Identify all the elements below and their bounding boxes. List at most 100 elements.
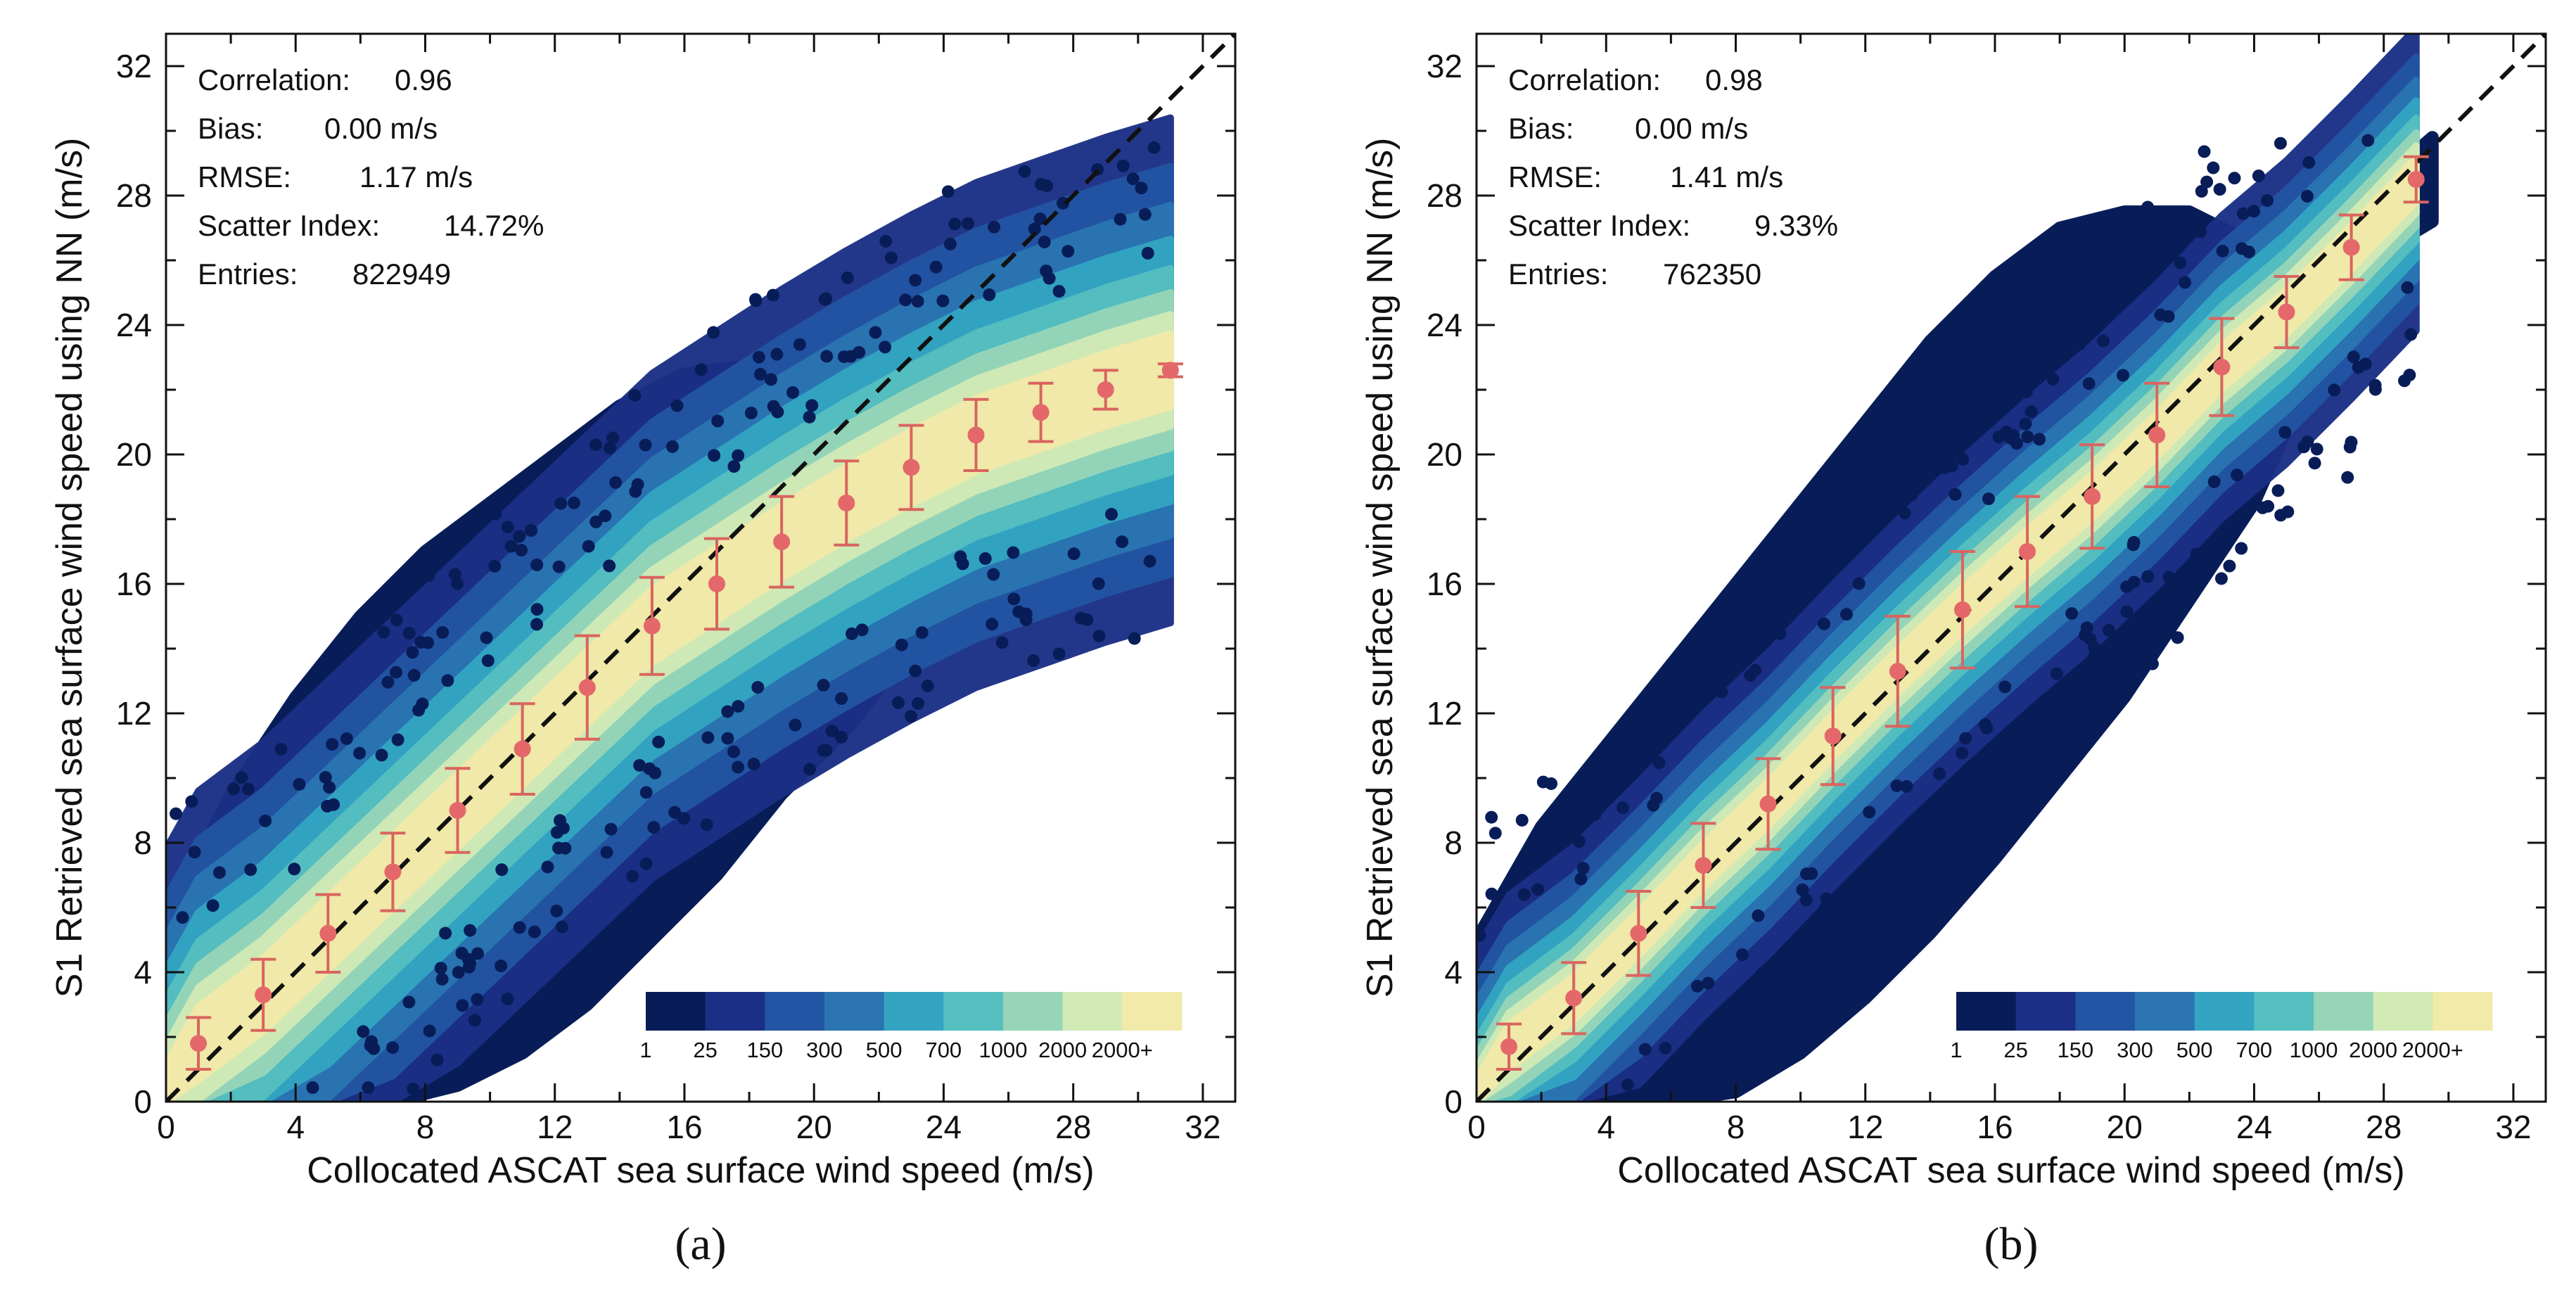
- colorbar-label: 1: [1950, 1038, 1962, 1062]
- bin-mean-point: [1157, 362, 1183, 379]
- panel-label: (a): [675, 1218, 726, 1270]
- outlier-dot: [406, 646, 419, 659]
- outlier-dot: [1126, 172, 1140, 186]
- outlier-dot: [2081, 296, 2094, 310]
- x-tick-label: 32: [2495, 1109, 2531, 1145]
- one-to-one-dashed-line: [1477, 34, 2546, 1102]
- outlier-dot: [639, 857, 653, 870]
- one-to-one-dashed-line: [166, 34, 1235, 1102]
- outlier-dot: [604, 442, 617, 455]
- colorbar-label: 150: [746, 1038, 783, 1062]
- bin-mean-marker: [1630, 924, 1647, 942]
- outlier-dot: [1900, 779, 1913, 793]
- outlier-dot: [1751, 606, 1764, 620]
- outlier-dot: [986, 618, 999, 631]
- density-scatter: [166, 114, 1174, 1102]
- outlier-dot: [206, 899, 219, 912]
- outlier-dot: [550, 904, 563, 917]
- colorbar-swatch: [943, 992, 1004, 1031]
- bin-mean-point: [509, 702, 535, 796]
- outlier-dot: [1836, 531, 1849, 544]
- bin-mean-point: [1561, 961, 1587, 1036]
- bin-mean-point: [1820, 686, 1846, 786]
- colorbar-swatch: [2432, 992, 2493, 1031]
- x-tick-label: 20: [796, 1109, 832, 1145]
- y-tick-label: 4: [134, 954, 152, 991]
- bin-mean-point: [1755, 757, 1781, 851]
- outlier-dot: [1135, 181, 1148, 195]
- outlier-dot: [978, 552, 992, 565]
- outlier-dot: [609, 476, 623, 489]
- stat-rmse-value: 1.41 m/s: [1670, 160, 1783, 193]
- outlier-dot: [1691, 979, 1704, 993]
- y-tick-label: 12: [1427, 695, 1462, 732]
- colorbar-label: 150: [2057, 1038, 2093, 1062]
- outlier-dot: [1625, 765, 1638, 779]
- outlier-dot: [909, 664, 922, 677]
- outlier-dot: [1849, 518, 1862, 532]
- plot-frame: [1475, 32, 2547, 1103]
- outlier-dot: [2302, 155, 2316, 169]
- outlier-dot: [1890, 779, 1904, 792]
- y-tick-label: 16: [116, 566, 152, 602]
- outlier-dot: [1052, 285, 1066, 298]
- outlier-dot: [259, 814, 272, 827]
- outlier-dot: [2031, 729, 2044, 742]
- bin-mean-marker: [2407, 171, 2425, 188]
- outlier-dot: [2193, 225, 2207, 238]
- outlier-dot: [767, 288, 780, 302]
- outlier-dot: [1588, 779, 1601, 793]
- bin-mean-marker: [773, 533, 791, 551]
- outlier-dot: [954, 550, 967, 563]
- outlier-dot: [530, 603, 544, 616]
- outlier-dot: [1712, 633, 1726, 646]
- outlier-dot: [176, 911, 189, 924]
- outlier-dot: [765, 373, 778, 386]
- colorbar-swatch: [824, 992, 885, 1031]
- colorbar-swatch: [2194, 992, 2255, 1031]
- outlier-dot: [817, 744, 830, 757]
- outlier-dot: [752, 350, 765, 364]
- bin-mean-marker: [1824, 727, 1842, 745]
- outlier-dot: [747, 758, 760, 771]
- bin-mean-point: [2403, 155, 2429, 204]
- outlier-dot: [464, 924, 477, 937]
- outlier-dot: [668, 805, 682, 819]
- outlier-dot: [2278, 426, 2292, 439]
- outlier-dot: [2154, 308, 2167, 321]
- outlier-dot: [2281, 505, 2295, 518]
- outlier-dot: [2214, 572, 2228, 585]
- outlier-dot: [2065, 607, 2079, 620]
- x-tick-label: 32: [1185, 1109, 1220, 1145]
- density-band-7: [166, 311, 1174, 1102]
- colorbar-label: 1: [639, 1038, 651, 1062]
- outlier-dot: [1896, 450, 1910, 463]
- x-tick-label: 12: [537, 1109, 573, 1145]
- outlier-dot: [817, 678, 830, 692]
- outlier-dot: [1147, 141, 1161, 154]
- x-axis-title: Collocated ASCAT sea surface wind speed …: [1617, 1150, 2404, 1191]
- bin-mean-marker: [190, 1035, 208, 1052]
- outlier-dot: [1933, 767, 1946, 780]
- colorbar-swatch: [2314, 992, 2374, 1031]
- outlier-dot: [1773, 627, 1787, 640]
- bin-mean-marker: [2019, 543, 2036, 560]
- bin-mean-point: [769, 495, 795, 589]
- bin-mean-marker: [708, 575, 726, 592]
- outlier-dot: [2301, 435, 2314, 449]
- outlier-dot: [2126, 220, 2139, 234]
- outlier-dot: [1092, 577, 1105, 590]
- outlier-dot: [2046, 760, 2059, 773]
- outlier-dot: [677, 812, 691, 825]
- x-tick-label: 0: [1467, 1109, 1486, 1145]
- bin-mean-marker: [1032, 404, 1050, 421]
- y-tick-label: 0: [1444, 1083, 1462, 1120]
- outlier-dot: [1690, 630, 1704, 643]
- outlier-dot: [770, 348, 784, 361]
- outlier-dot: [2120, 580, 2134, 594]
- bin-mean-point: [380, 832, 406, 912]
- outlier-dot: [2007, 428, 2020, 442]
- outlier-dot: [1038, 236, 1051, 249]
- stat-scatter-index-label: Scatter Index:: [1508, 209, 1690, 242]
- outlier-dot: [652, 735, 665, 749]
